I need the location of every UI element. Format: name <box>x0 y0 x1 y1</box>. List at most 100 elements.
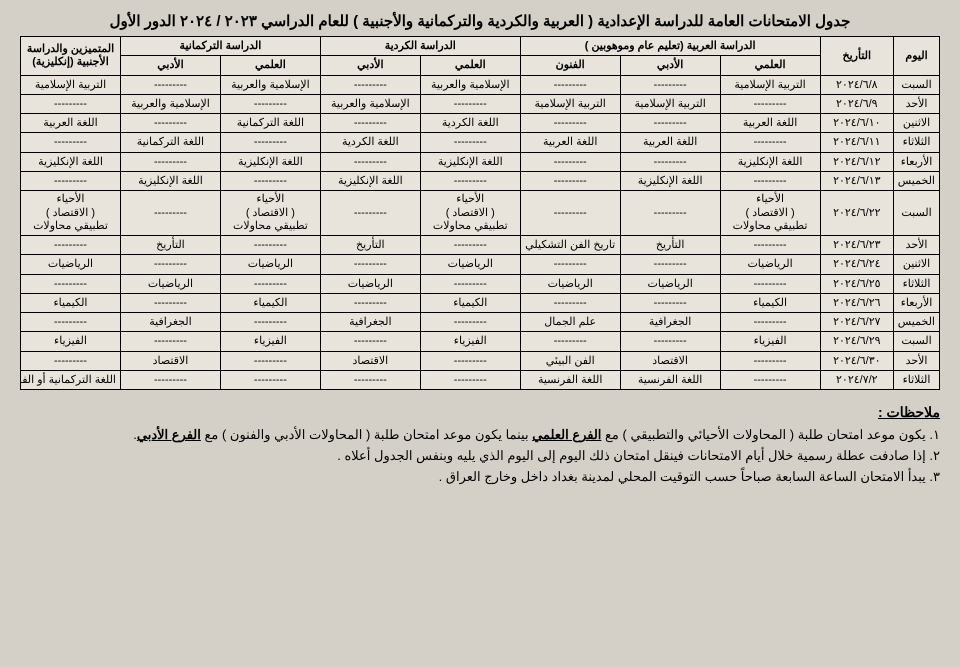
cell-subject: --------- <box>120 191 220 236</box>
cell-date: ٢٠٢٤/٦/٩ <box>820 94 894 113</box>
header-gifted: المتميزين والدراسة الأجنبية (إنكليزية) <box>21 37 121 76</box>
cell-subject: --------- <box>120 152 220 171</box>
cell-subject: الكيمياء <box>21 293 121 312</box>
cell-subject: --------- <box>21 133 121 152</box>
cell-subject: الرياضيات <box>120 274 220 293</box>
cell-day: الأحد <box>894 235 940 254</box>
exam-table: اليوم التأريخ الدراسة العربية (تعليم عام… <box>20 36 940 390</box>
cell-day: الثلاثاء <box>894 274 940 293</box>
cell-subject: التربية الإسلامية <box>520 94 620 113</box>
header-lit: الأدبي <box>620 56 720 75</box>
cell-subject: --------- <box>420 235 520 254</box>
cell-subject: الكيمياء <box>220 293 320 312</box>
note-line: ١. يكون موعد امتحان طلبة ( المحاولات الأ… <box>20 425 940 446</box>
cell-subject: الرياضيات <box>220 255 320 274</box>
cell-day: السبت <box>894 332 940 351</box>
notes-list: ١. يكون موعد امتحان طلبة ( المحاولات الأ… <box>20 425 940 487</box>
cell-subject: --------- <box>21 313 121 332</box>
cell-subject: اللغة التركمانية أو الفرنسية <box>21 371 121 390</box>
cell-subject: --------- <box>520 114 620 133</box>
cell-subject: الأحياء( الاقتصاد )تطبيقي محاولات <box>21 191 121 236</box>
cell-subject: اللغة الكردية <box>320 133 420 152</box>
cell-subject: الرياضيات <box>320 274 420 293</box>
cell-subject: --------- <box>21 94 121 113</box>
cell-subject: اللغة العربية <box>620 133 720 152</box>
cell-date: ٢٠٢٤/٦/١٣ <box>820 172 894 191</box>
cell-subject: --------- <box>120 75 220 94</box>
cell-subject: الرياضيات <box>720 255 820 274</box>
header-kurdish: الدراسة الكردية <box>320 37 520 56</box>
cell-day: السبت <box>894 191 940 236</box>
cell-subject: --------- <box>720 94 820 113</box>
cell-subject: --------- <box>21 351 121 370</box>
cell-subject: --------- <box>21 235 121 254</box>
cell-subject: --------- <box>520 332 620 351</box>
cell-subject: --------- <box>420 133 520 152</box>
cell-subject: --------- <box>620 255 720 274</box>
cell-subject: --------- <box>120 293 220 312</box>
cell-subject: --------- <box>21 172 121 191</box>
cell-subject: التربية الإسلامية <box>21 75 121 94</box>
cell-subject: --------- <box>320 332 420 351</box>
cell-subject: --------- <box>720 371 820 390</box>
table-row: الاثنين٢٠٢٤/٦/٢٤الرياضيات---------------… <box>21 255 940 274</box>
header-date: التأريخ <box>820 37 894 76</box>
cell-date: ٢٠٢٤/٦/٣٠ <box>820 351 894 370</box>
cell-date: ٢٠٢٤/٦/٢٢ <box>820 191 894 236</box>
table-row: الأحد٢٠٢٤/٦/٩---------التربية الإسلاميةا… <box>21 94 940 113</box>
cell-subject: الأحياء( الاقتصاد )تطبيقي محاولات <box>220 191 320 236</box>
cell-subject: --------- <box>420 274 520 293</box>
cell-subject: الجغرافية <box>120 313 220 332</box>
cell-subject: الاقتصاد <box>620 351 720 370</box>
cell-subject: --------- <box>320 255 420 274</box>
cell-subject: الإسلامية والعربية <box>220 75 320 94</box>
cell-subject: --------- <box>220 172 320 191</box>
cell-subject: --------- <box>420 371 520 390</box>
table-row: الاثنين٢٠٢٤/٦/١٠اللغة العربية-----------… <box>21 114 940 133</box>
note-line: ٣. يبدأ الامتحان الساعة السابعة صباحاً ح… <box>20 467 940 488</box>
cell-subject: --------- <box>620 332 720 351</box>
cell-subject: اللغة الإنكليزية <box>420 152 520 171</box>
cell-subject: اللغة الكردية <box>420 114 520 133</box>
cell-date: ٢٠٢٤/٦/٢٥ <box>820 274 894 293</box>
notes-heading: ملاحظات : <box>20 404 940 421</box>
cell-subject: اللغة الفرنسية <box>520 371 620 390</box>
header-day: اليوم <box>894 37 940 76</box>
cell-subject: الرياضيات <box>520 274 620 293</box>
cell-day: الأربعاء <box>894 293 940 312</box>
cell-subject: الكيمياء <box>420 293 520 312</box>
table-row: الثلاثاء٢٠٢٤/٧/٢---------اللغة الفرنسيةا… <box>21 371 940 390</box>
cell-subject: اللغة الإنكليزية <box>21 152 121 171</box>
cell-subject: --------- <box>320 191 420 236</box>
table-row: الثلاثاء٢٠٢٤/٦/٢٥---------الرياضياتالريا… <box>21 274 940 293</box>
cell-subject: الأحياء( الاقتصاد )تطبيقي محاولات <box>420 191 520 236</box>
cell-subject: --------- <box>220 235 320 254</box>
cell-subject: --------- <box>520 75 620 94</box>
table-row: الثلاثاء٢٠٢٤/٦/١١---------اللغة العربيةا… <box>21 133 940 152</box>
cell-subject: اللغة الفرنسية <box>620 371 720 390</box>
cell-subject: اللغة الإنكليزية <box>320 172 420 191</box>
cell-subject: اللغة التركمانية <box>220 114 320 133</box>
cell-day: الثلاثاء <box>894 371 940 390</box>
cell-date: ٢٠٢٤/٦/١١ <box>820 133 894 152</box>
cell-subject: --------- <box>220 351 320 370</box>
cell-date: ٢٠٢٤/٦/١٠ <box>820 114 894 133</box>
cell-subject: تاريخ الفن التشكيلي <box>520 235 620 254</box>
cell-subject: --------- <box>320 371 420 390</box>
header-arabic: الدراسة العربية (تعليم عام وموهوبين ) <box>520 37 820 56</box>
cell-subject: --------- <box>120 255 220 274</box>
cell-day: الاثنين <box>894 255 940 274</box>
cell-subject: --------- <box>320 293 420 312</box>
cell-subject: الكيمياء <box>720 293 820 312</box>
cell-subject: --------- <box>720 172 820 191</box>
cell-date: ٢٠٢٤/٦/٨ <box>820 75 894 94</box>
cell-subject: الإسلامية والعربية <box>120 94 220 113</box>
cell-subject: الاقتصاد <box>320 351 420 370</box>
cell-subject: اللغة الإنكليزية <box>120 172 220 191</box>
cell-subject: الأحياء( الاقتصاد )تطبيقي محاولات <box>720 191 820 236</box>
cell-subject: --------- <box>520 293 620 312</box>
table-row: الأحد٢٠٢٤/٦/٢٣---------التأريختاريخ الفن… <box>21 235 940 254</box>
cell-subject: اللغة العربية <box>720 114 820 133</box>
cell-subject: علم الجمال <box>520 313 620 332</box>
cell-subject: --------- <box>320 114 420 133</box>
